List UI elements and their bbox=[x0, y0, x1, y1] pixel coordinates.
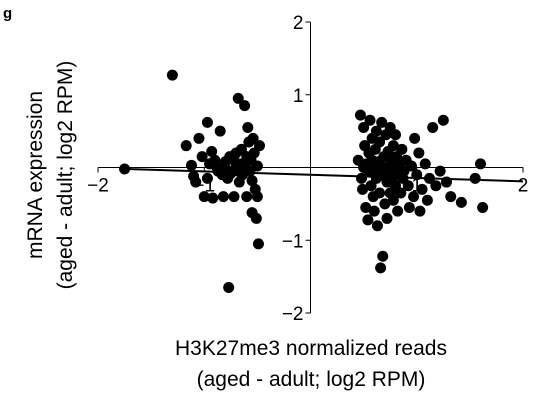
y-tick-label: 1 bbox=[293, 86, 304, 107]
data-point bbox=[190, 176, 202, 188]
data-point bbox=[387, 140, 399, 152]
data-point bbox=[214, 125, 226, 137]
data-point bbox=[166, 69, 178, 81]
data-point bbox=[198, 191, 210, 203]
x-tick-label: 1 bbox=[411, 176, 422, 197]
axes bbox=[98, 22, 523, 313]
x-tick-label: −2 bbox=[87, 176, 109, 197]
data-point bbox=[246, 175, 258, 187]
data-point bbox=[201, 116, 213, 128]
data-point bbox=[455, 196, 467, 208]
data-point bbox=[445, 191, 457, 203]
y-tick-label: 2 bbox=[293, 13, 304, 34]
data-point bbox=[358, 121, 370, 133]
panel-label: g bbox=[3, 5, 12, 22]
data-point bbox=[416, 183, 428, 195]
y-axis-title-line1: mRNA expression bbox=[24, 91, 47, 259]
data-point bbox=[409, 132, 421, 144]
data-point bbox=[180, 140, 192, 152]
data-point bbox=[251, 160, 263, 172]
data-point bbox=[374, 136, 386, 148]
data-point bbox=[371, 220, 383, 232]
data-point bbox=[247, 132, 259, 144]
data-point bbox=[403, 202, 415, 214]
data-point bbox=[376, 116, 388, 128]
data-point bbox=[434, 165, 446, 177]
data-point bbox=[357, 183, 369, 195]
data-point bbox=[375, 262, 387, 274]
data-point bbox=[217, 191, 229, 203]
y-tick-label: −1 bbox=[282, 231, 304, 252]
data-point bbox=[421, 194, 433, 206]
data-point bbox=[477, 202, 489, 214]
data-point bbox=[387, 194, 399, 206]
data-point bbox=[419, 158, 431, 170]
data-point bbox=[408, 191, 420, 203]
data-point bbox=[364, 114, 376, 126]
data-point bbox=[395, 187, 407, 199]
data-point bbox=[228, 191, 240, 203]
data-point bbox=[207, 192, 219, 204]
data-point bbox=[377, 250, 389, 262]
data-point bbox=[362, 214, 374, 226]
data-point bbox=[201, 172, 213, 184]
x-axis-title-line2: (aged - adult; log2 RPM) bbox=[197, 368, 426, 391]
data-point bbox=[206, 145, 218, 157]
data-point bbox=[360, 202, 372, 214]
data-point bbox=[252, 238, 264, 250]
data-point bbox=[437, 114, 449, 126]
data-point bbox=[379, 198, 391, 210]
data-point bbox=[232, 92, 244, 104]
data-point bbox=[186, 159, 197, 171]
data-point bbox=[396, 143, 408, 155]
data-point bbox=[250, 212, 262, 224]
data-point bbox=[427, 121, 439, 133]
x-tick-label: 2 bbox=[518, 176, 529, 197]
data-point bbox=[254, 140, 265, 152]
data-point bbox=[475, 158, 486, 170]
data-point bbox=[402, 180, 414, 192]
data-point bbox=[390, 129, 401, 141]
data-point bbox=[354, 109, 366, 121]
data-points bbox=[119, 69, 489, 294]
y-tick-label: −2 bbox=[282, 304, 304, 325]
data-point bbox=[368, 205, 380, 217]
y-axis-ticks: −2 −1 1 2 bbox=[282, 13, 311, 325]
data-point bbox=[196, 151, 208, 163]
data-point bbox=[392, 205, 404, 217]
data-point bbox=[381, 212, 393, 224]
y-axis-title-line2: (aged - adult; log2 RPM) bbox=[54, 61, 77, 290]
data-point bbox=[469, 172, 481, 184]
data-point bbox=[239, 100, 251, 112]
data-point bbox=[223, 282, 235, 294]
data-point bbox=[241, 191, 253, 203]
x-axis-title-line1: H3K27me3 normalized reads bbox=[175, 337, 447, 360]
x-axis-ticks: −2 −1 1 2 bbox=[87, 167, 529, 197]
data-point bbox=[193, 132, 205, 144]
regression-line bbox=[124, 167, 524, 183]
data-point bbox=[430, 180, 442, 192]
data-point bbox=[370, 125, 382, 137]
data-point bbox=[413, 147, 425, 159]
data-point bbox=[374, 187, 386, 199]
data-point bbox=[251, 191, 263, 203]
data-point bbox=[414, 205, 426, 217]
data-point bbox=[242, 121, 254, 133]
data-point bbox=[405, 160, 417, 172]
